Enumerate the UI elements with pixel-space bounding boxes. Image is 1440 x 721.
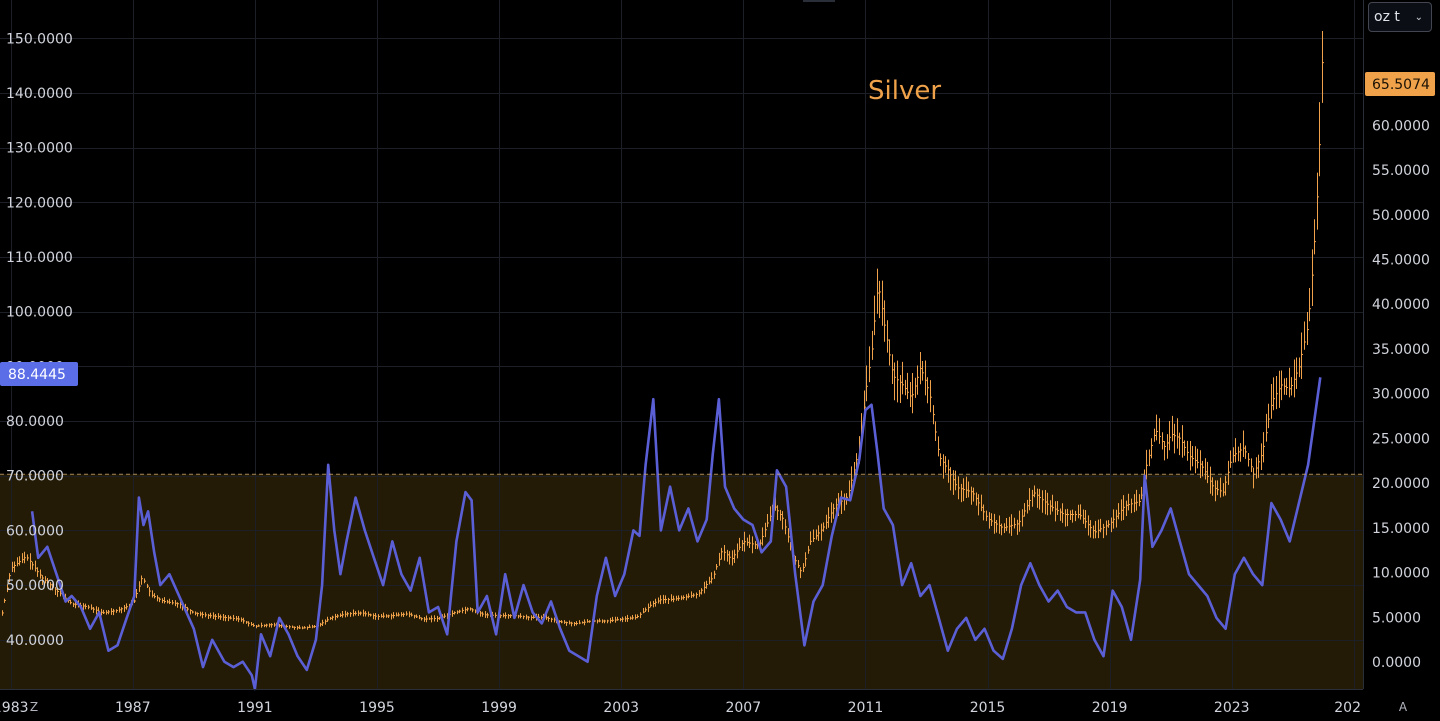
time-tick-label: 2007 [725,700,761,716]
time-tick-label: 1987 [115,700,151,716]
series-title: Silver [868,76,941,106]
left-tick-label: 110.0000 [6,250,73,266]
time-tick-label: 2023 [1214,700,1250,716]
time-tick-label: 2003 [603,700,639,716]
auto-scale-left-button[interactable]: Z [23,696,45,718]
right-tick-label: 45.0000 [1372,252,1430,268]
left-tick-label: 50.0000 [6,578,64,594]
time-tick-label: 1991 [237,700,273,716]
right-current-value-badge: 65.5074 [1365,72,1435,96]
svg-text:88.4445: 88.4445 [8,367,66,383]
right-tick-label: 10.0000 [1372,566,1430,582]
right-tick-label: 0.0000 [1372,655,1421,671]
left-tick-label: 130.0000 [6,141,73,157]
right-tick-label: 5.0000 [1372,610,1421,626]
time-tick-label: 202 [1334,700,1361,716]
left-tick-label: 140.0000 [6,86,73,102]
left-current-value-badge: 88.4445 [0,362,78,386]
left-tick-label: 120.0000 [6,195,73,211]
left-tick-label: 40.0000 [6,633,64,649]
auto-scale-right-button[interactable]: A [1392,696,1414,718]
time-tick-label: 1995 [359,700,395,716]
right-tick-label: 35.0000 [1372,342,1430,358]
right-tick-label: 30.0000 [1372,387,1430,403]
right-tick-label: 20.0000 [1372,476,1430,492]
right-tick-label: 60.0000 [1372,118,1430,134]
right-tick-label: 25.0000 [1372,431,1430,447]
right-tick-label: 15.0000 [1372,521,1430,537]
left-tick-label: 100.0000 [6,305,73,321]
right-tick-label: 40.0000 [1372,297,1430,313]
svg-text:65.5074: 65.5074 [1372,77,1430,93]
corner-left-label: Z [29,700,39,714]
reference-zone [0,474,1363,689]
toolbar-handle[interactable] [803,0,835,2]
chevron-down-icon: ⌄ [1414,11,1423,23]
grid-layer [0,0,1363,689]
reference-zone-layer [0,474,1363,689]
left-tick-label: 80.0000 [6,414,64,430]
ratio-series [30,377,1322,691]
time-axis-ticks: 1983 1987 1991 1995 1999 2003 2007 2011 2015 2019… [0,700,1361,716]
time-tick-label: 1999 [481,700,517,716]
unit-selector-label: oz t [1374,9,1400,25]
ratio-line [30,377,1322,691]
time-tick-label: 2011 [848,700,884,716]
left-tick-label: 70.0000 [6,469,64,485]
left-tick-label: 60.0000 [6,523,64,539]
right-axis-ticks: 60.0000 55.0000 50.0000 45.0000 40.0000 35.00… [1372,118,1430,671]
time-tick-label: 2019 [1092,700,1128,716]
left-tick-label: 150.0000 [6,31,73,47]
right-tick-label: 50.0000 [1372,208,1430,224]
axes-layer [0,0,1364,690]
time-tick-label: 1983 [0,700,29,716]
corner-right-label: A [1398,700,1408,714]
unit-selector[interactable]: oz t ⌄ [1368,2,1432,32]
time-tick-label: 2015 [970,700,1006,716]
right-tick-label: 55.0000 [1372,163,1430,179]
